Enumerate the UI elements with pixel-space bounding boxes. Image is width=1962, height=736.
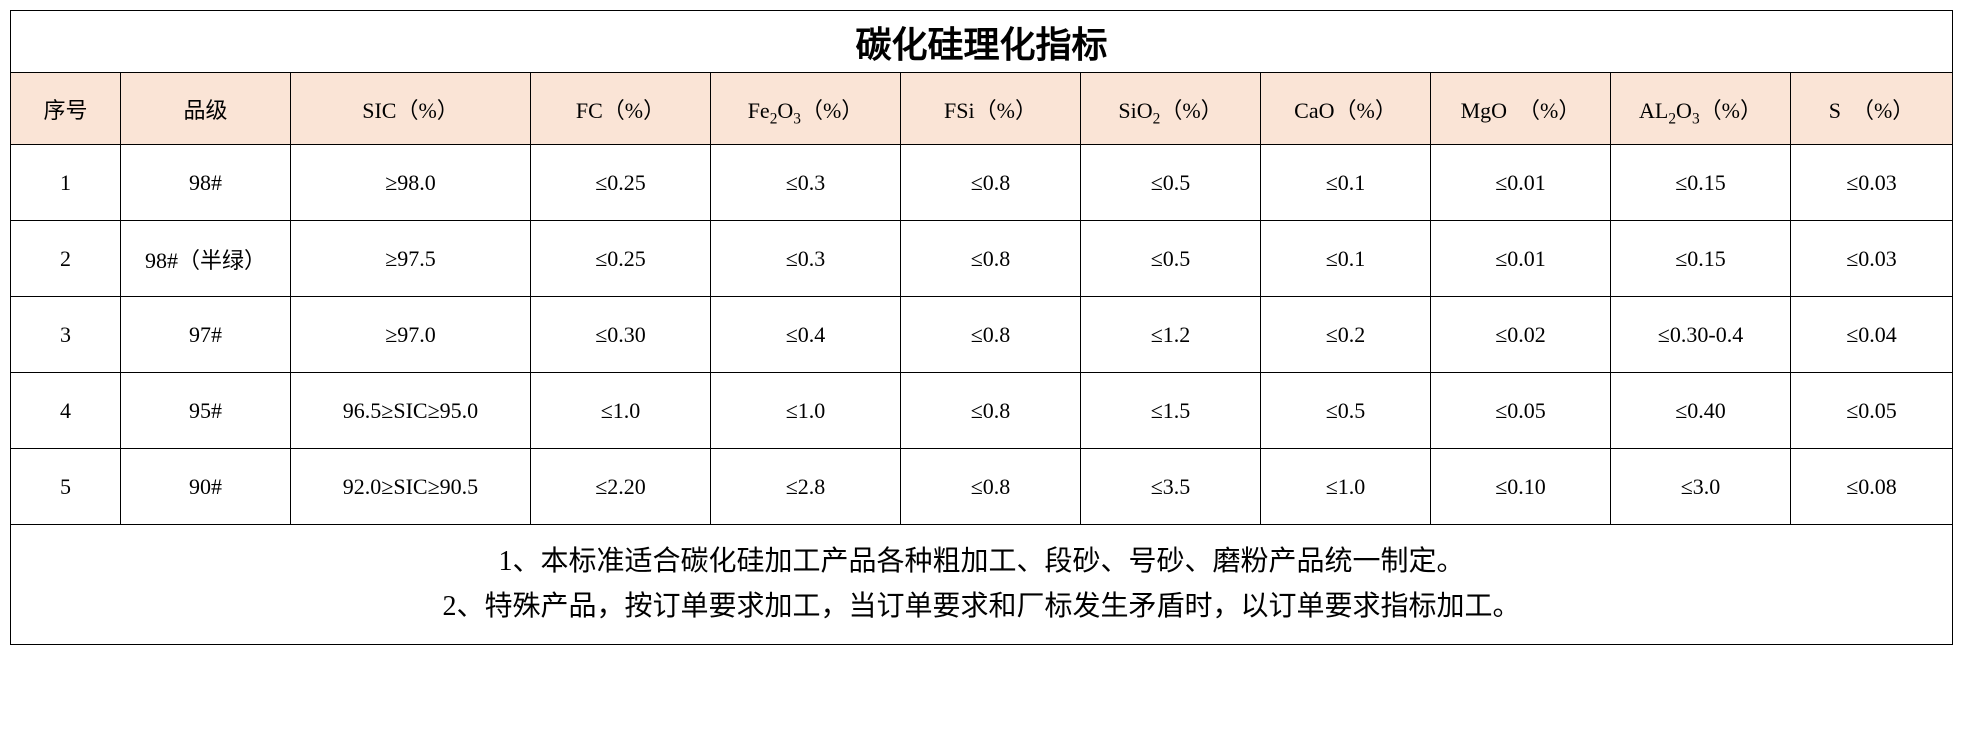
table-cell: ≤3.5 bbox=[1081, 449, 1261, 525]
table-cell: ≤0.08 bbox=[1791, 449, 1953, 525]
table-cell: ≤0.40 bbox=[1611, 373, 1791, 449]
table-cell: ≤0.4 bbox=[711, 297, 901, 373]
table-cell: ≤0.8 bbox=[901, 221, 1081, 297]
table-cell: ≤0.02 bbox=[1431, 297, 1611, 373]
table-cell: ≤2.20 bbox=[531, 449, 711, 525]
table-cell: ≤0.8 bbox=[901, 145, 1081, 221]
table-cell: ≤1.0 bbox=[1261, 449, 1431, 525]
table-body: 198#≥98.0≤0.25≤0.3≤0.8≤0.5≤0.1≤0.01≤0.15… bbox=[11, 145, 1953, 525]
table-cell: 97# bbox=[121, 297, 291, 373]
column-header: FC（%） bbox=[531, 73, 711, 145]
table-cell: ≤3.0 bbox=[1611, 449, 1791, 525]
column-header: Fe2O3（%） bbox=[711, 73, 901, 145]
table-cell: ≤0.5 bbox=[1261, 373, 1431, 449]
column-header: SIC（%） bbox=[291, 73, 531, 145]
table-row: 298#（半绿）≥97.5≤0.25≤0.3≤0.8≤0.5≤0.1≤0.01≤… bbox=[11, 221, 1953, 297]
column-header: CaO（%） bbox=[1261, 73, 1431, 145]
column-header: MgO （%） bbox=[1431, 73, 1611, 145]
table-cell: ≤0.05 bbox=[1431, 373, 1611, 449]
table-row: 495#96.5≥SIC≥95.0≤1.0≤1.0≤0.8≤1.5≤0.5≤0.… bbox=[11, 373, 1953, 449]
table-cell: ≤0.10 bbox=[1431, 449, 1611, 525]
table-cell: ≤0.15 bbox=[1611, 221, 1791, 297]
column-header: AL2O3（%） bbox=[1611, 73, 1791, 145]
table-cell: ≤0.1 bbox=[1261, 145, 1431, 221]
table-cell: ≤0.3 bbox=[711, 221, 901, 297]
table-cell: ≤0.05 bbox=[1791, 373, 1953, 449]
table-cell: 2 bbox=[11, 221, 121, 297]
table-row: 397#≥97.0≤0.30≤0.4≤0.8≤1.2≤0.2≤0.02≤0.30… bbox=[11, 297, 1953, 373]
table-cell: ≤0.25 bbox=[531, 221, 711, 297]
table-cell: ≤0.2 bbox=[1261, 297, 1431, 373]
notes-cell: 1、本标准适合碳化硅加工产品各种粗加工、段砂、号砂、磨粉产品统一制定。2、特殊产… bbox=[11, 525, 1953, 645]
table-row: 590#92.0≥SIC≥90.5≤2.20≤2.8≤0.8≤3.5≤1.0≤0… bbox=[11, 449, 1953, 525]
table-cell: ≤0.5 bbox=[1081, 145, 1261, 221]
table-title: 碳化硅理化指标 bbox=[11, 11, 1953, 73]
table-cell: 5 bbox=[11, 449, 121, 525]
table-cell: ≥97.5 bbox=[291, 221, 531, 297]
column-header: FSi（%） bbox=[901, 73, 1081, 145]
table-cell: ≤0.8 bbox=[901, 449, 1081, 525]
spec-table-container: 碳化硅理化指标 序号品级SIC（%）FC（%）Fe2O3（%）FSi（%）SiO… bbox=[10, 10, 1952, 645]
table-cell: 4 bbox=[11, 373, 121, 449]
note-line: 1、本标准适合碳化硅加工产品各种粗加工、段砂、号砂、磨粉产品统一制定。 bbox=[11, 540, 1952, 585]
table-cell: 96.5≥SIC≥95.0 bbox=[291, 373, 531, 449]
table-cell: 98# bbox=[121, 145, 291, 221]
column-header: S （%） bbox=[1791, 73, 1953, 145]
table-cell: ≤0.30 bbox=[531, 297, 711, 373]
table-cell: ≤0.25 bbox=[531, 145, 711, 221]
notes-row: 1、本标准适合碳化硅加工产品各种粗加工、段砂、号砂、磨粉产品统一制定。2、特殊产… bbox=[11, 525, 1953, 645]
table-cell: 90# bbox=[121, 449, 291, 525]
table-cell: ≥98.0 bbox=[291, 145, 531, 221]
table-cell: ≤1.2 bbox=[1081, 297, 1261, 373]
header-row: 序号品级SIC（%）FC（%）Fe2O3（%）FSi（%）SiO2（%）CaO（… bbox=[11, 73, 1953, 145]
table-cell: ≤0.1 bbox=[1261, 221, 1431, 297]
table-cell: ≤2.8 bbox=[711, 449, 901, 525]
table-cell: ≤0.01 bbox=[1431, 145, 1611, 221]
spec-table: 碳化硅理化指标 序号品级SIC（%）FC（%）Fe2O3（%）FSi（%）SiO… bbox=[10, 10, 1953, 645]
table-cell: ≤1.5 bbox=[1081, 373, 1261, 449]
table-cell: ≤0.5 bbox=[1081, 221, 1261, 297]
table-row: 198#≥98.0≤0.25≤0.3≤0.8≤0.5≤0.1≤0.01≤0.15… bbox=[11, 145, 1953, 221]
column-header: SiO2（%） bbox=[1081, 73, 1261, 145]
table-cell: ≤0.03 bbox=[1791, 145, 1953, 221]
column-header: 品级 bbox=[121, 73, 291, 145]
table-cell: ≤0.01 bbox=[1431, 221, 1611, 297]
table-cell: ≤0.04 bbox=[1791, 297, 1953, 373]
table-cell: 98#（半绿） bbox=[121, 221, 291, 297]
table-cell: 92.0≥SIC≥90.5 bbox=[291, 449, 531, 525]
table-cell: ≤0.8 bbox=[901, 373, 1081, 449]
table-cell: ≤0.30-0.4 bbox=[1611, 297, 1791, 373]
table-cell: ≤0.3 bbox=[711, 145, 901, 221]
table-cell: ≤0.15 bbox=[1611, 145, 1791, 221]
table-cell: ≤0.8 bbox=[901, 297, 1081, 373]
table-cell: 1 bbox=[11, 145, 121, 221]
table-cell: ≤1.0 bbox=[531, 373, 711, 449]
table-cell: 95# bbox=[121, 373, 291, 449]
table-cell: ≥97.0 bbox=[291, 297, 531, 373]
table-cell: 3 bbox=[11, 297, 121, 373]
table-cell: ≤0.03 bbox=[1791, 221, 1953, 297]
note-line: 2、特殊产品，按订单要求加工，当订单要求和厂标发生矛盾时，以订单要求指标加工。 bbox=[11, 585, 1952, 630]
table-cell: ≤1.0 bbox=[711, 373, 901, 449]
title-row: 碳化硅理化指标 bbox=[11, 11, 1953, 73]
column-header: 序号 bbox=[11, 73, 121, 145]
